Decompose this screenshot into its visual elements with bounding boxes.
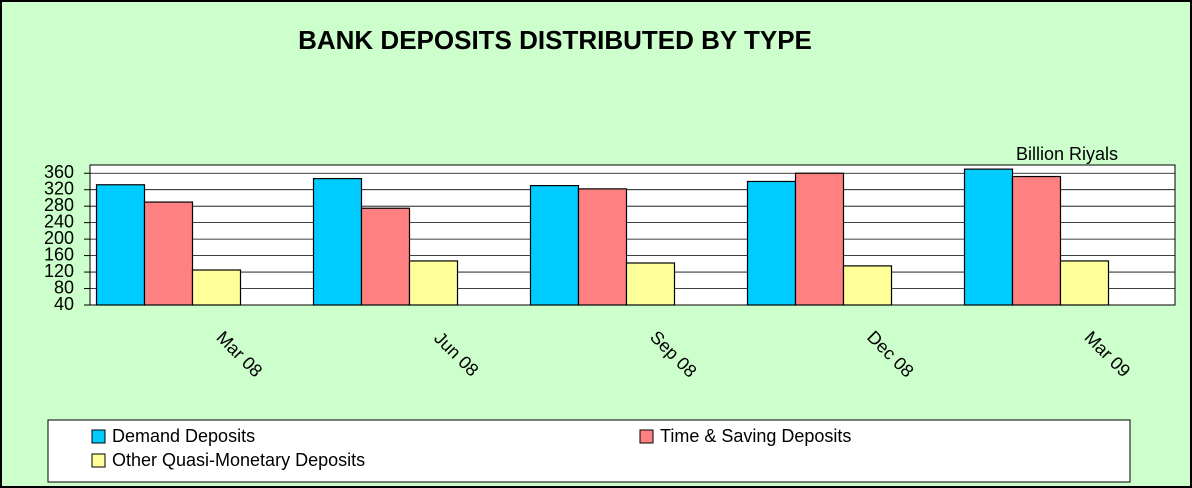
bar <box>1059 260 1110 306</box>
legend-swatch <box>91 453 106 468</box>
bar <box>794 172 845 306</box>
bar <box>746 180 797 306</box>
bar <box>408 260 459 306</box>
y-tick-label: 80 <box>54 277 74 297</box>
bar <box>529 184 580 306</box>
legend-label: Time & Saving Deposits <box>660 426 851 446</box>
unit-label: Billion Riyals <box>1016 144 1118 164</box>
legend-swatch <box>91 429 106 444</box>
bar <box>360 207 411 306</box>
bar <box>625 262 676 306</box>
legend-swatch <box>639 429 654 444</box>
bar <box>577 188 628 306</box>
legend-label: Other Quasi-Monetary Deposits <box>112 450 365 470</box>
bar <box>1011 175 1062 306</box>
bar <box>95 184 146 306</box>
bar <box>963 168 1014 306</box>
y-tick-label: 160 <box>44 244 74 264</box>
y-tick-label: 240 <box>44 211 74 231</box>
bar <box>143 201 194 306</box>
y-tick-label: 200 <box>44 228 74 248</box>
bar <box>191 269 242 306</box>
legend-label: Demand Deposits <box>112 426 255 446</box>
bar <box>312 177 363 306</box>
bar <box>842 265 893 306</box>
legend <box>47 419 1131 483</box>
y-tick-label: 120 <box>44 261 74 281</box>
y-tick-label: 280 <box>44 195 74 215</box>
y-tick-label: 360 <box>44 162 74 182</box>
y-tick-label: 320 <box>44 178 74 198</box>
chart-title: BANK DEPOSITS DISTRIBUTED BY TYPE <box>298 25 812 55</box>
y-tick-label: 40 <box>54 294 74 314</box>
